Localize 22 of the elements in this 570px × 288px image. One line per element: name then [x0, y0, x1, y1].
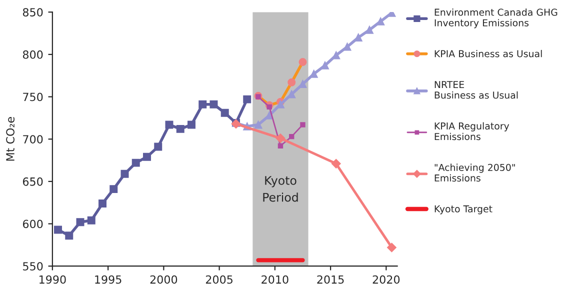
legend-label: Kyoto Target — [434, 205, 492, 214]
legend-label: Environment Canada GHG Inventory Emissions — [434, 8, 558, 28]
band-label: Kyoto Period — [263, 176, 298, 202]
y-tick-label: 750 — [23, 92, 43, 102]
legend-label: NRTEE Business as Usual — [434, 81, 518, 99]
y-tick-label: 550 — [23, 262, 43, 270]
x-tick-label: 1990 — [40, 275, 66, 284]
x-tick-label: 2010 — [262, 275, 288, 284]
y-tick-label: 700 — [23, 135, 43, 144]
x-tick-label: 2020 — [372, 275, 400, 284]
legend-label: KPIA Business as Usual — [434, 50, 542, 58]
legend-label: KPIA Regulatory Emissions — [434, 122, 510, 140]
x-tick-label: 1995 — [95, 275, 122, 284]
y-tick-label: 600 — [22, 220, 43, 228]
y-tick-label: 850 — [22, 8, 43, 16]
y-axis-title: Mt CO₂e — [6, 117, 14, 161]
x-tick-label: 2015 — [317, 275, 344, 284]
x-tick-label: 2000 — [150, 275, 178, 284]
y-tick-label: 800 — [22, 50, 43, 59]
legend-label: "Achieving 2050" Emissions — [434, 164, 515, 182]
x-tick-label: 2005 — [206, 275, 232, 284]
y-tick-label: 650 — [22, 177, 43, 186]
